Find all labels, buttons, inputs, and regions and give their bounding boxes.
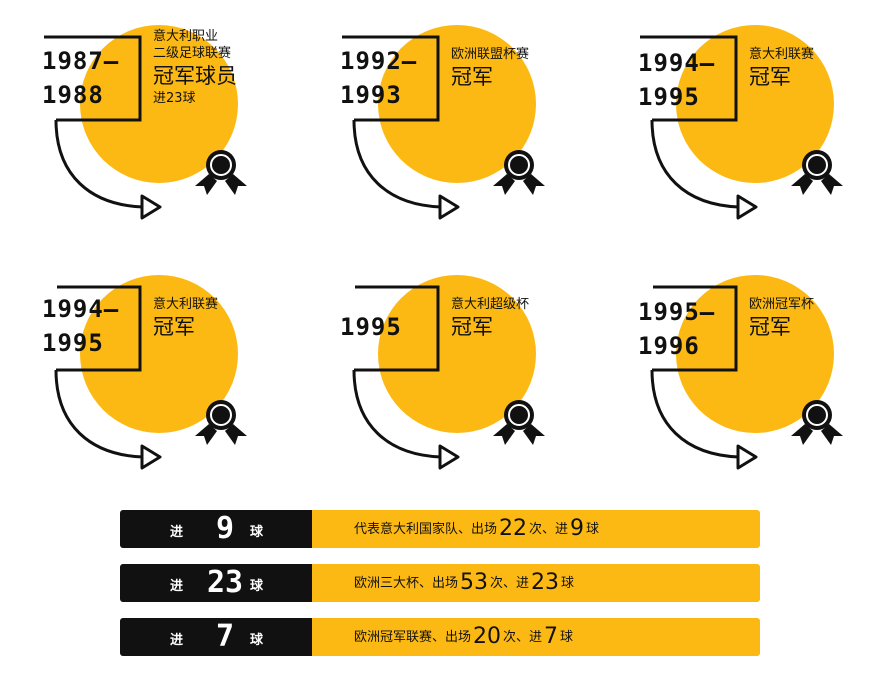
honor-extra: 进23球 [153, 91, 196, 106]
medal-ribbon-icon [195, 400, 247, 445]
year-end: 1995 [638, 83, 700, 111]
stat-goal-count: 7 [215, 619, 235, 654]
stat-detail: 代表意大利国家队、出场22 次、进9 球 [312, 510, 760, 548]
curved-arrow-icon [342, 35, 460, 220]
honor-card-5: 1995 意大利超级杯 冠军 [298, 250, 568, 470]
curved-arrow-icon [650, 285, 758, 470]
stat-goals-badge: 进 7 球 [120, 618, 312, 656]
honor-title: 冠军 [749, 65, 791, 89]
year-start: 1994— [42, 295, 120, 323]
year-start: 1992— [340, 47, 418, 75]
stat-label-post: 球 [250, 579, 264, 594]
stat-text-post: 球 [560, 630, 574, 645]
stat-text-pre: 欧洲冠军联赛、出场 [354, 630, 472, 645]
stat-goals: 7 [544, 624, 559, 649]
honor-competition: 意大利联赛 [153, 297, 219, 312]
medal-ribbon-icon [791, 400, 843, 445]
honor-competition-2: 二级足球联赛 [153, 46, 232, 61]
stat-goal-count: 23 [206, 565, 244, 600]
stat-bar-national-team: 进 9 球 代表意大利国家队、出场22 次、进9 球 [120, 510, 760, 548]
stat-label-post: 球 [250, 633, 264, 648]
year-start: 1994— [638, 49, 716, 77]
stat-text-mid: 次、进 [503, 630, 543, 645]
stat-label-pre: 进 [170, 633, 184, 648]
stat-text-pre: 欧洲三大杯、出场 [354, 576, 459, 591]
medal-ribbon-icon [493, 150, 545, 195]
medal-ribbon-icon [493, 400, 545, 445]
stat-text-post: 球 [561, 576, 575, 591]
year-end: 1993 [340, 81, 402, 109]
honor-competition: 欧洲冠军杯 [749, 297, 815, 312]
honor-description: 欧洲联盟杯赛 冠军 [451, 46, 529, 91]
year-range: 1992— 1993 [340, 44, 417, 112]
stat-goals: 9 [570, 516, 585, 541]
honor-card-3: 1994— 1995 意大利联赛 冠军 [596, 0, 866, 220]
honor-description: 意大利超级杯 冠军 [451, 296, 529, 341]
year-range: 1995— 1996 [638, 295, 715, 363]
honor-card-2: 1992— 1993 欧洲联盟杯赛 冠军 [298, 0, 568, 220]
medal-ribbon-icon [791, 150, 843, 195]
stat-text-pre: 代表意大利国家队、出场 [354, 522, 498, 537]
honor-competition: 意大利联赛 [749, 47, 815, 62]
stat-goal-count: 9 [215, 511, 235, 546]
year-start: 1995 [340, 313, 402, 341]
honor-description: 欧洲冠军杯 冠军 [749, 296, 814, 341]
honor-title: 冠军 [451, 315, 493, 339]
curved-arrow-icon [54, 285, 162, 470]
honor-title: 冠军 [451, 65, 493, 89]
medal-ribbon-icon [195, 150, 247, 195]
stat-goals-badge: 进 9 球 [120, 510, 312, 548]
stat-label-pre: 进 [170, 579, 184, 594]
stat-bar-european-cups: 进 23 球 欧洲三大杯、出场53 次、进23 球 [120, 564, 760, 602]
year-start: 1995— [638, 298, 716, 326]
stat-detail: 欧洲三大杯、出场53 次、进23 球 [312, 564, 760, 602]
honor-title: 冠军球员 [153, 64, 237, 88]
honor-description: 意大利联赛 冠军 [153, 296, 218, 341]
year-end: 1995 [42, 329, 104, 357]
honor-title: 冠军 [153, 315, 195, 339]
stat-text-mid: 次、进 [490, 576, 530, 591]
year-range: 1987— 1988 [42, 44, 119, 112]
year-range: 1994— 1995 [638, 46, 715, 114]
stat-text-mid: 次、进 [529, 522, 569, 537]
curved-arrow-icon [640, 35, 758, 220]
year-start: 1987— [42, 47, 120, 75]
year-end: 1996 [638, 332, 700, 360]
stat-goals: 23 [531, 570, 560, 595]
stat-text-post: 球 [586, 522, 600, 537]
honor-description: 意大利联赛 冠军 [749, 46, 814, 91]
stat-label-post: 球 [250, 525, 264, 540]
curved-arrow-icon [352, 285, 460, 470]
year-end: 1988 [42, 81, 104, 109]
honor-card-6: 1995— 1996 欧洲冠军杯 冠军 [596, 250, 866, 470]
stat-appearances: 20 [473, 624, 502, 649]
stat-bar-champions-league: 进 7 球 欧洲冠军联赛、出场20 次、进7 球 [120, 618, 760, 656]
honor-card-4: 1994— 1995 意大利联赛 冠军 [0, 250, 270, 470]
stat-appearances: 53 [460, 570, 489, 595]
honor-title: 冠军 [749, 315, 791, 339]
honor-competition: 意大利超级杯 [451, 297, 530, 312]
curved-arrow-icon [44, 35, 162, 220]
stat-label-pre: 进 [170, 525, 184, 540]
stat-detail: 欧洲冠军联赛、出场20 次、进7 球 [312, 618, 760, 656]
year-range: 1995 [340, 310, 402, 344]
honor-card-1: 1987— 1988 意大利职业 二级足球联赛 冠军球员 进23球 [0, 0, 270, 220]
honor-competition: 欧洲联盟杯赛 [451, 47, 530, 62]
honor-competition: 意大利职业 [153, 29, 219, 44]
stat-appearances: 22 [499, 516, 528, 541]
stat-goals-badge: 进 23 球 [120, 564, 312, 602]
year-range: 1994— 1995 [42, 292, 119, 360]
honor-description: 意大利职业 二级足球联赛 冠军球员 进23球 [153, 28, 237, 107]
